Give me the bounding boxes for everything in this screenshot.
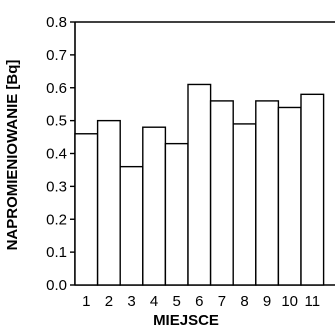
y-tick-label: 0.1 <box>46 244 67 261</box>
y-tick-label: 0.3 <box>46 178 67 195</box>
bar-9 <box>255 100 280 286</box>
bar-6 <box>187 83 212 286</box>
bar-5 <box>164 142 189 286</box>
x-tick-label: 10 <box>281 293 298 310</box>
bar-2 <box>96 119 121 286</box>
x-tick-label: 6 <box>195 293 203 310</box>
y-tick-label: 0.6 <box>46 80 67 97</box>
x-tick-label: 11 <box>305 293 321 310</box>
y-axis-ticks: 0.0 0.1 0.2 0.3 0.4 0.5 0.6 0.7 0.8 <box>46 14 75 294</box>
bar-4 <box>142 126 167 286</box>
x-tick-label: 5 <box>173 293 181 310</box>
y-axis-title: NAPROMIENIOWANIE [Bq] <box>4 60 21 251</box>
x-tick-label: 3 <box>127 293 135 310</box>
x-tick-label: 8 <box>240 293 248 310</box>
y-tick-label: 0.8 <box>46 14 67 31</box>
y-tick-label: 0.0 <box>46 277 67 294</box>
bar-11 <box>300 93 325 286</box>
bar-8 <box>232 123 257 286</box>
x-tick-label: 2 <box>105 293 113 310</box>
x-tick-label: 4 <box>150 293 158 310</box>
y-tick-label: 0.7 <box>46 47 67 64</box>
bar-10 <box>277 106 302 286</box>
bar-7 <box>209 100 234 286</box>
y-tick-label: 0.5 <box>46 113 67 130</box>
x-tick-label: 7 <box>218 293 226 310</box>
bars-group <box>74 83 325 286</box>
x-axis-ticks: 1 2 3 4 5 6 7 8 9 10 11 <box>82 293 320 310</box>
x-tick-label: 1 <box>82 293 90 310</box>
bar-1 <box>74 133 99 286</box>
bar-3 <box>119 165 144 286</box>
y-tick-label: 0.2 <box>46 211 67 228</box>
y-tick-label: 0.4 <box>46 146 67 163</box>
x-axis-title: MIEJSCE <box>153 312 219 329</box>
x-tick-label: 9 <box>263 293 271 310</box>
